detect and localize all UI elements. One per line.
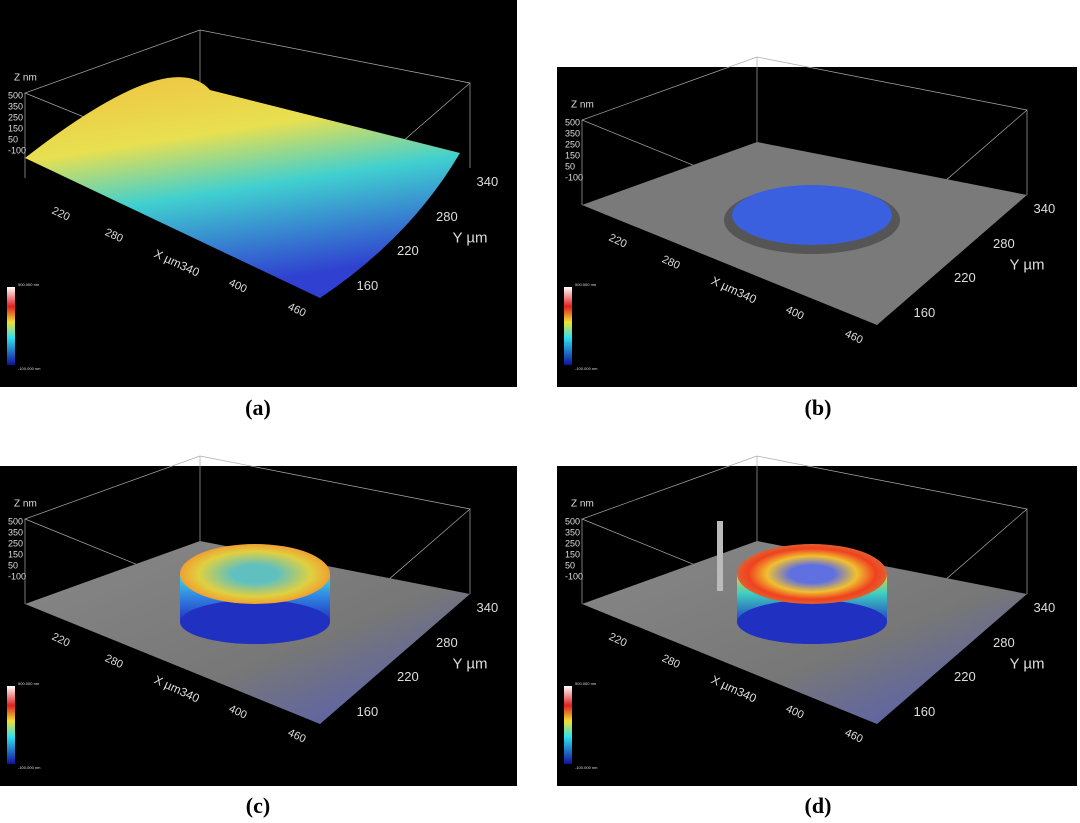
colorbar-min: -100.000 nm bbox=[575, 366, 598, 371]
bump-top bbox=[732, 185, 892, 245]
spike bbox=[717, 521, 723, 591]
z-axis-label: Z nm bbox=[14, 73, 37, 84]
colorbar-max: 500.000 nm bbox=[18, 681, 40, 686]
z-tick-label: 350 bbox=[565, 527, 580, 537]
colorbar-max: 500.000 nm bbox=[575, 681, 597, 686]
bump-bottom bbox=[180, 600, 330, 644]
colorbar-max: 500.000 nm bbox=[18, 282, 40, 287]
z-tick-label: -100 bbox=[565, 571, 583, 581]
y-tick-label: 220 bbox=[397, 669, 419, 684]
z-tick-label: 50 bbox=[565, 161, 575, 171]
colorbar bbox=[7, 686, 15, 764]
colorbar-min: -100.000 nm bbox=[18, 765, 41, 770]
z-tick-label: 250 bbox=[565, 538, 580, 548]
y-tick-label: 280 bbox=[993, 635, 1015, 650]
z-tick-label: -100 bbox=[8, 571, 26, 581]
colorbar-min: -100.000 nm bbox=[18, 366, 41, 371]
z-tick-label: 500 bbox=[8, 90, 23, 100]
y-axis-label: Y µm bbox=[453, 229, 488, 246]
colorbar bbox=[564, 287, 572, 365]
y-tick-label: 340 bbox=[477, 600, 499, 615]
z-tick-label: 250 bbox=[8, 538, 23, 548]
z-tick-label: 250 bbox=[565, 139, 580, 149]
y-tick-label: 160 bbox=[357, 278, 379, 293]
y-axis-label: Y µm bbox=[1010, 256, 1045, 273]
panel-caption: (c) bbox=[246, 793, 270, 818]
y-tick-label: 220 bbox=[954, 270, 976, 285]
z-tick-label: 500 bbox=[565, 516, 580, 526]
y-tick-label: 340 bbox=[1034, 600, 1056, 615]
z-tick-label: 250 bbox=[8, 112, 23, 122]
panel-caption: (a) bbox=[245, 395, 271, 420]
colorbar bbox=[7, 287, 15, 365]
z-tick-label: -100 bbox=[8, 145, 26, 155]
y-tick-label: 280 bbox=[436, 635, 458, 650]
z-tick-label: 150 bbox=[8, 123, 23, 133]
z-tick-label: 350 bbox=[8, 101, 23, 111]
z-tick-label: 350 bbox=[8, 527, 23, 537]
z-axis-label: Z nm bbox=[571, 100, 594, 111]
colorbar bbox=[564, 686, 572, 764]
y-axis-label: Y µm bbox=[1010, 655, 1045, 672]
y-tick-label: 160 bbox=[357, 704, 379, 719]
surface bbox=[25, 77, 460, 298]
z-tick-label: 150 bbox=[565, 150, 580, 160]
z-tick-label: 350 bbox=[565, 128, 580, 138]
z-axis-label: Z nm bbox=[14, 499, 37, 510]
bump-bottom bbox=[737, 600, 887, 644]
z-tick-label: 150 bbox=[565, 549, 580, 559]
z-tick-label: 150 bbox=[8, 549, 23, 559]
y-tick-label: 340 bbox=[1034, 201, 1056, 216]
y-tick-label: 220 bbox=[397, 243, 419, 258]
colorbar-max: 500.000 nm bbox=[575, 282, 597, 287]
z-tick-label: 50 bbox=[8, 560, 18, 570]
y-tick-label: 160 bbox=[914, 704, 936, 719]
y-tick-label: 160 bbox=[914, 305, 936, 320]
y-axis-label: Y µm bbox=[453, 655, 488, 672]
z-tick-label: 50 bbox=[8, 134, 18, 144]
colorbar-min: -100.000 nm bbox=[575, 765, 598, 770]
z-tick-label: -100 bbox=[565, 172, 583, 182]
y-tick-label: 280 bbox=[436, 209, 458, 224]
panel-caption: (b) bbox=[805, 395, 832, 420]
z-axis-label: Z nm bbox=[571, 499, 594, 510]
panel-caption: (d) bbox=[805, 793, 832, 818]
y-tick-label: 340 bbox=[477, 174, 499, 189]
y-tick-label: 220 bbox=[954, 669, 976, 684]
y-tick-label: 280 bbox=[993, 236, 1015, 251]
bump-top bbox=[737, 544, 887, 604]
z-tick-label: 500 bbox=[8, 516, 23, 526]
z-tick-label: 500 bbox=[565, 117, 580, 127]
z-tick-label: 50 bbox=[565, 560, 575, 570]
bump-top bbox=[180, 544, 330, 604]
